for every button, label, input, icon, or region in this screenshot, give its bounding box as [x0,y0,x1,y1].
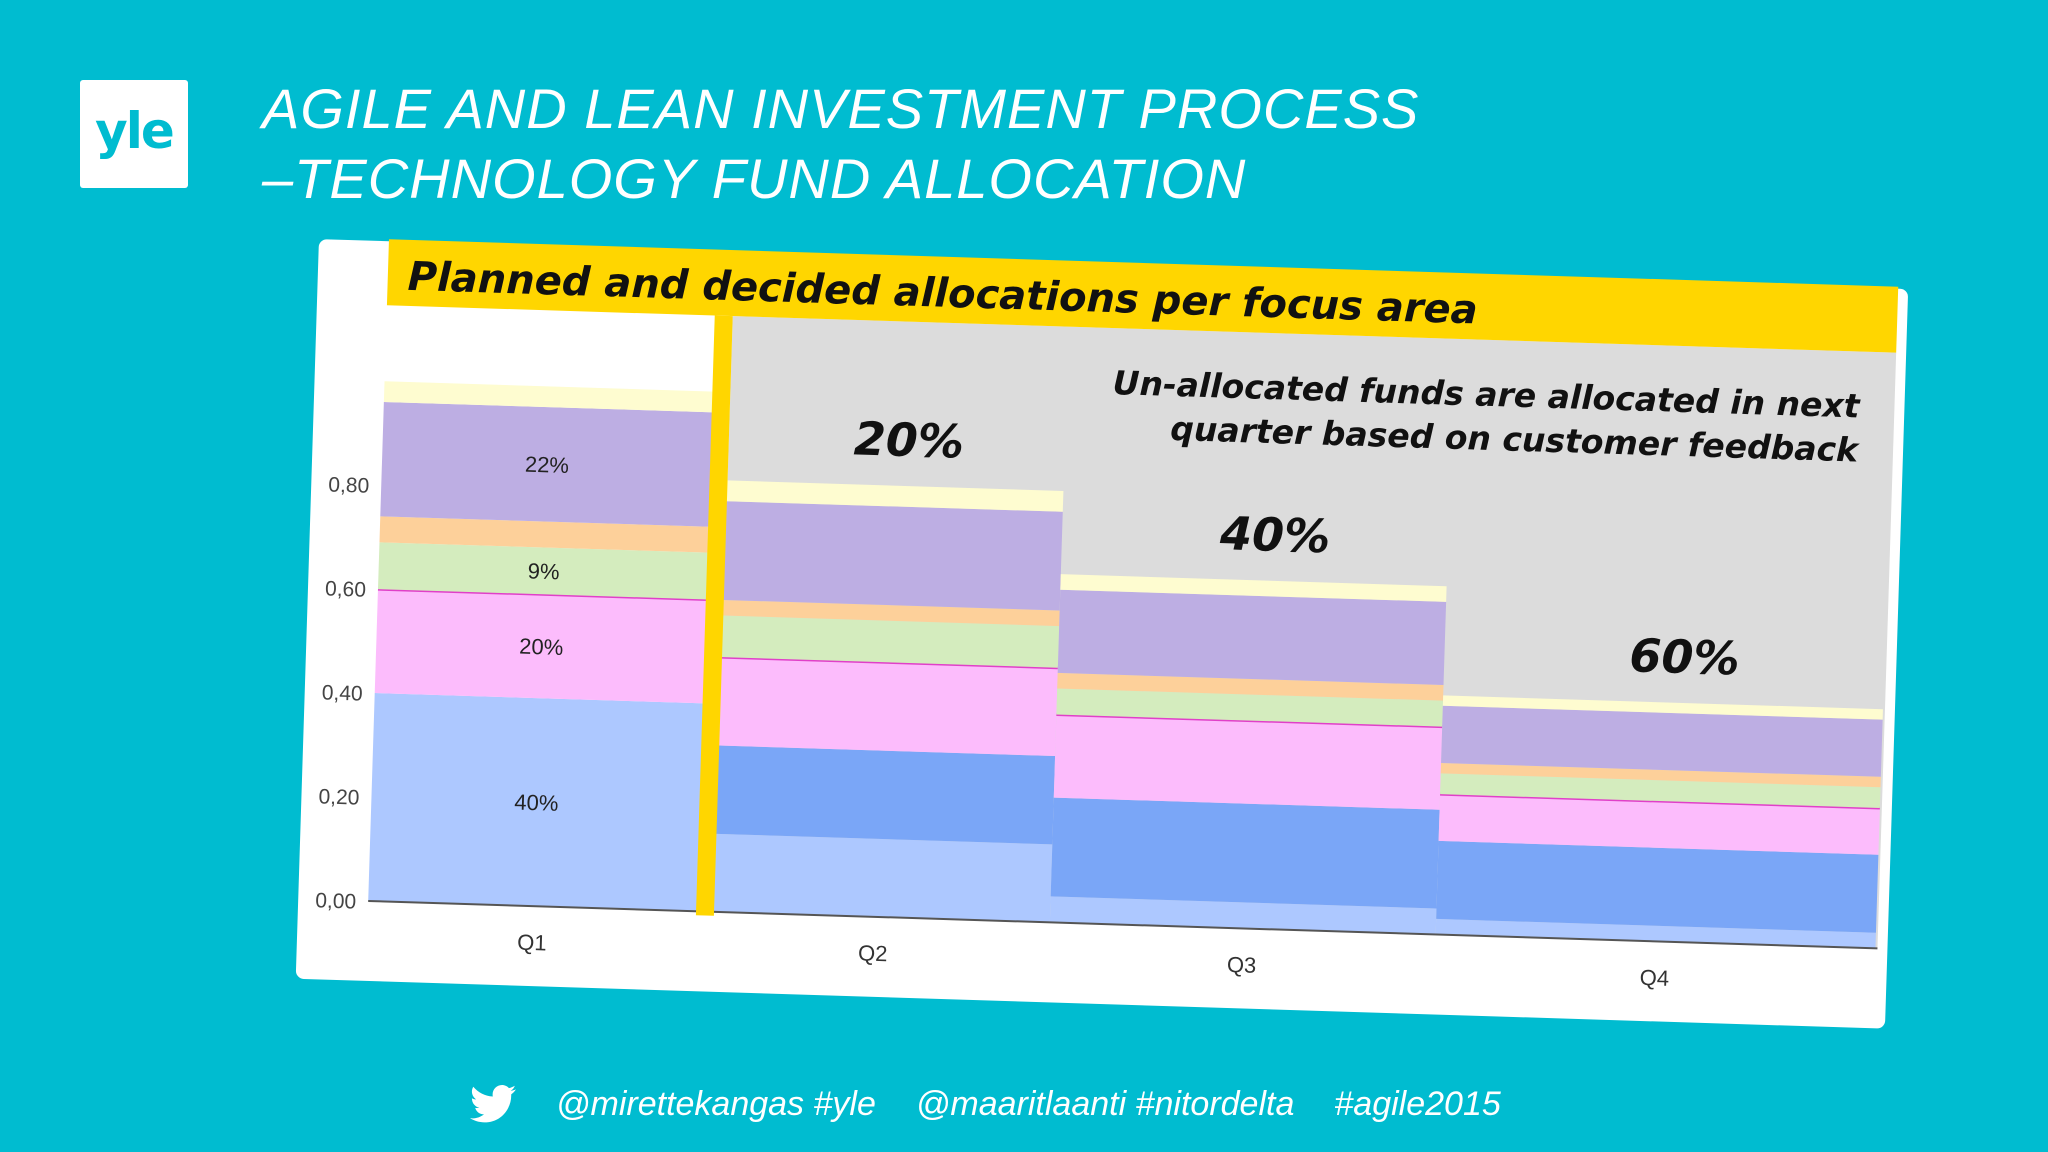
bar-q2-segment-6 [710,479,1064,512]
bar-q3-segment-3 [1056,688,1444,727]
bar-q4-segment-2 [1438,794,1880,855]
y-tick-label-1: 0,20 [318,785,360,809]
bar-q1-segment-5 [380,401,714,527]
slide-title-line-1: AGILE AND LEAN INVESTMENT PROCESS [262,77,1420,140]
bar-q3-segment-4 [1057,672,1444,701]
segment-label-4: 22% [525,452,570,478]
bar-q1-segment-0 [368,693,705,912]
footer: @mirettekangas #yle @maaritlaanti #nitor… [470,1078,1501,1130]
x-tick-label-q4: Q4 [1639,965,1669,991]
bar-q2-segment-0 [698,833,1053,923]
unallocated-label-q4: 60% [1629,628,1741,685]
y-tick-label-4: 0,80 [328,473,370,497]
bar-q2-segment-4 [707,599,1060,627]
bar-q1-segment-3 [377,542,710,600]
bar-q2-segment-5 [707,500,1063,611]
bar-q4-segment-1 [1436,840,1879,933]
chart-card: Planned and decided allocations per focu… [295,239,1908,1094]
bar-q1-segment-2 [374,589,708,704]
bar-q3-segment-2 [1053,714,1443,810]
segment-label-2: 20% [519,634,564,660]
bar-q4-segment-3 [1440,773,1881,808]
allocation-chart: Planned and decided allocations per focu… [295,239,1908,1029]
x-axis-line [368,899,1878,950]
bar-q3-segment-1 [1050,797,1440,909]
bar-q1-segment-4 [379,516,711,553]
x-tick-label-q1: Q1 [517,930,547,956]
y-tick-label-3: 0,60 [325,577,367,601]
slide-title-line-2: –TECHNOLOGY FUND ALLOCATION [262,147,1247,210]
yle-logo: yle [80,80,188,188]
x-tick-label-q2: Q2 [858,940,888,966]
footer-handle-1[interactable]: @mirettekangas #yle [556,1084,876,1123]
bar-q4-segment-5 [1441,705,1883,777]
y-tick-label-2: 0,40 [321,681,363,705]
slide-title: AGILE AND LEAN INVESTMENT PROCESS –TECHN… [262,74,1419,214]
q1-divider [695,315,733,916]
bar-q2-segment-2 [703,656,1058,757]
unallocated-label-q3: 40% [1218,506,1331,563]
footer-handle-2[interactable]: @maaritlaanti #nitordelta [915,1084,1295,1123]
bar-q2-segment-3 [706,615,1060,668]
bar-q3-segment-6 [1060,574,1447,602]
segment-label-3: 9% [527,558,560,584]
y-tick-label-0: 0,00 [315,889,357,913]
bar-q1-segment-6 [383,381,715,413]
bar-q4-segment-0 [1435,918,1876,949]
segment-label-1: 40% [514,789,559,815]
title-banner [386,239,1899,353]
bar-q4-segment-6 [1442,695,1883,720]
bar-q2-segment-1 [700,744,1056,845]
bar-q4-segment-4 [1440,762,1881,788]
x-tick-label-q3: Q3 [1227,952,1257,978]
bar-q3-segment-5 [1057,589,1447,686]
twitter-bird-icon [470,1085,516,1123]
footer-hashtag[interactable]: #agile2015 [1334,1084,1501,1123]
logo-text: yle [95,102,175,160]
unallocated-label-q2: 20% [853,411,965,468]
